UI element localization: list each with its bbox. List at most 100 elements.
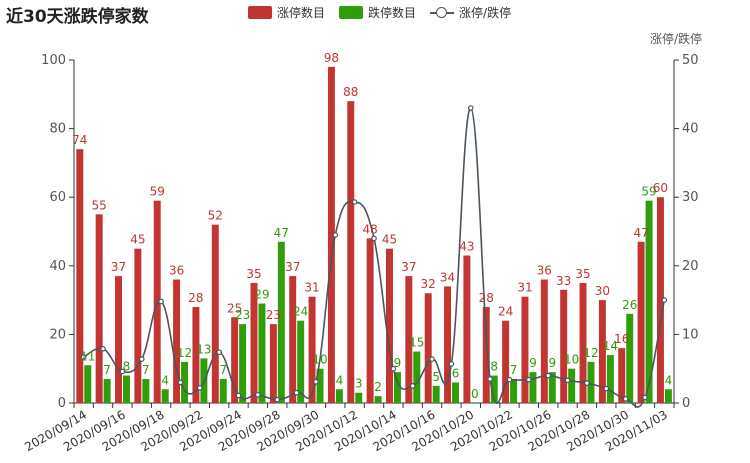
ratio-point [429, 356, 435, 362]
bars [76, 66, 672, 404]
left-axis-tick-label: 60 [49, 190, 66, 205]
ratio-point [197, 385, 203, 391]
bar-up [637, 241, 645, 403]
ratio-line-path [83, 107, 666, 408]
bar-up-label: 37 [401, 260, 416, 274]
bar-up-label: 45 [130, 233, 145, 247]
ratio-point [100, 346, 106, 352]
ratio-point [351, 199, 358, 205]
legend-item-up[interactable]: 涨停数目 [248, 4, 325, 21]
bar-down [393, 372, 401, 403]
bar-up-label: 28 [479, 291, 494, 305]
bar-up-label: 55 [92, 198, 107, 212]
bar-up [231, 317, 239, 403]
legend: 涨停数目 跌停数目 涨停/跌停 [248, 4, 511, 21]
left-axis-tick-label: 20 [49, 327, 66, 342]
bar-down-label: 8 [123, 360, 131, 374]
bar-down-label: 12 [177, 346, 192, 360]
bar-down [568, 368, 576, 403]
ratio-point [487, 376, 493, 382]
bar-up [560, 289, 568, 403]
bar-up-label: 32 [421, 277, 436, 291]
ratio-point [642, 394, 648, 401]
bar-up [463, 255, 471, 403]
bar-down [258, 303, 266, 403]
bar-down [142, 378, 150, 403]
bar-up [211, 224, 219, 403]
bar-down [452, 382, 459, 403]
right-axis-tick-label: 20 [682, 259, 699, 274]
ratio-point [371, 235, 377, 242]
bar-down [413, 351, 421, 403]
bar-down-label: 9 [529, 356, 537, 370]
bar-down-label: 13 [196, 342, 211, 356]
ratio-point [622, 396, 629, 402]
right-axis-tick-label: 10 [682, 327, 699, 342]
bar-up-label: 48 [362, 222, 377, 236]
bar-down [529, 372, 537, 403]
bar-up-label: 31 [304, 281, 319, 295]
bar-down [587, 361, 595, 403]
ratio-point [584, 380, 590, 386]
bar-down [239, 324, 247, 403]
bar-up [192, 306, 200, 403]
bar-up-label: 36 [169, 264, 184, 278]
bar-down [219, 378, 227, 403]
bar-down [432, 385, 440, 403]
ratio-point [390, 365, 397, 372]
bar-up-label: 16 [614, 332, 629, 346]
bar-down [316, 368, 324, 403]
bar-up-label: 59 [150, 185, 165, 199]
ratio-point [255, 391, 261, 398]
bar-down-label: 26 [622, 298, 637, 312]
ratio-point [235, 392, 242, 399]
bar-up [115, 276, 122, 403]
bar-down-label: 29 [254, 288, 269, 302]
bar-down-label: 10 [312, 353, 327, 367]
bar-up-label: 45 [382, 233, 397, 247]
bar-up [424, 293, 432, 403]
bar-down-label: 10 [564, 353, 579, 367]
bar-up [308, 296, 316, 403]
bar-up [482, 306, 490, 403]
legend-item-down[interactable]: 跌停数目 [339, 4, 416, 21]
bar-up-label: 30 [595, 284, 610, 298]
bar-up-label: 37 [285, 260, 300, 274]
bar-down-label: 24 [293, 305, 308, 319]
bar-up-label: 35 [246, 267, 261, 281]
bar-up [95, 214, 103, 403]
left-axis-tick-label: 80 [49, 122, 66, 137]
bar-up [289, 276, 297, 403]
bar-down-label: 12 [583, 346, 598, 360]
bar-down-label: 4 [336, 373, 344, 387]
bar-up-label: 43 [459, 240, 474, 254]
bar-up-label: 25 [227, 301, 242, 315]
bar-down-label: 47 [274, 226, 289, 240]
ratio-point [545, 372, 551, 379]
bar-up [134, 248, 142, 403]
legend-item-ratio[interactable]: 涨停/跌停 [430, 4, 511, 21]
bar-up-label: 28 [188, 291, 203, 305]
bar-down-label: 11 [80, 349, 95, 363]
bar-up [153, 200, 161, 403]
bar-up [366, 238, 374, 403]
bar-down [123, 375, 130, 403]
bar-up-label: 33 [556, 274, 571, 288]
bar-down [84, 365, 92, 403]
bar-down-label: 8 [490, 360, 498, 374]
bar-down [181, 361, 189, 403]
bar-down-label: 9 [394, 356, 402, 370]
bar-down-label: 5 [432, 370, 440, 384]
ratio-point [274, 396, 281, 403]
ratio-point [158, 298, 164, 305]
ratio-point [119, 368, 126, 375]
bar-down [374, 396, 382, 403]
bar-down-label: 7 [103, 363, 111, 377]
right-axis-title: 涨停/跌停 [650, 31, 702, 46]
right-axis-tick-label: 50 [682, 53, 699, 68]
bar-down [606, 354, 614, 403]
legend-swatch-ratio [430, 6, 455, 19]
bar-down-label: 7 [219, 363, 227, 377]
ratio-point [526, 376, 532, 383]
bar-down [645, 200, 653, 403]
